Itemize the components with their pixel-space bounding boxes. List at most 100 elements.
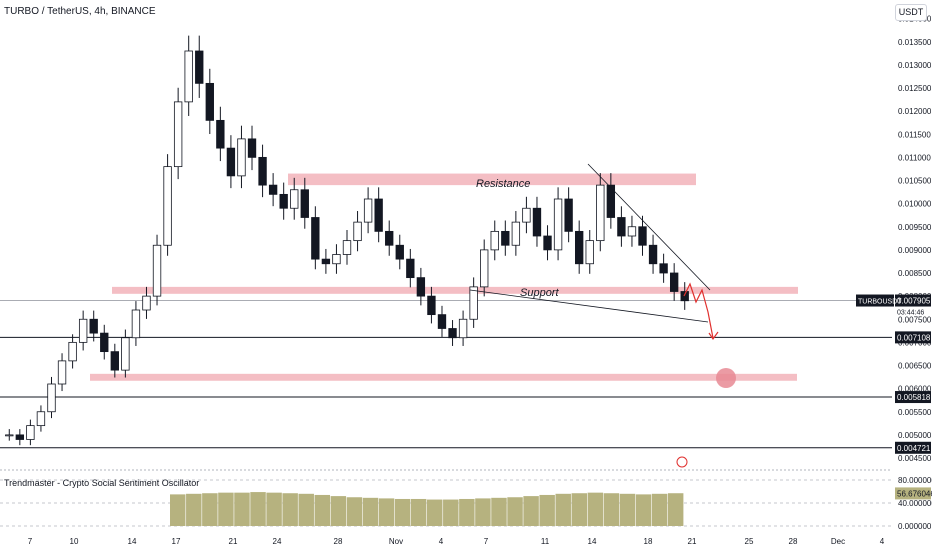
candle bbox=[342, 240, 352, 255]
x-tick-label: 21 bbox=[229, 537, 238, 546]
osc-bar bbox=[282, 493, 298, 526]
resistance-label: Resistance bbox=[476, 178, 531, 190]
candle bbox=[89, 318, 98, 334]
candle bbox=[5, 434, 14, 437]
osc-bar bbox=[667, 493, 684, 526]
osc-bar bbox=[539, 494, 555, 526]
osc-bar bbox=[507, 497, 523, 526]
candle bbox=[543, 235, 552, 251]
candle bbox=[406, 258, 415, 279]
candle bbox=[247, 138, 257, 158]
y-tick-label: 0.013000 bbox=[898, 61, 932, 70]
candle bbox=[669, 272, 679, 292]
candle bbox=[458, 318, 468, 339]
osc-bar bbox=[571, 493, 588, 526]
candle bbox=[501, 230, 510, 246]
candle bbox=[152, 244, 162, 297]
x-tick-label: 11 bbox=[541, 537, 550, 546]
y-tick-label: 0.009000 bbox=[898, 246, 932, 255]
x-tick-label: 28 bbox=[789, 537, 798, 546]
y-tick-label: 0.010500 bbox=[898, 177, 932, 186]
candle bbox=[237, 138, 246, 177]
x-tick-label: Nov bbox=[389, 537, 403, 546]
oscillator-title: Trendmaster - Crypto Social Sentiment Os… bbox=[4, 478, 200, 488]
candle bbox=[78, 318, 88, 343]
candle bbox=[585, 240, 594, 265]
candle bbox=[163, 166, 172, 246]
candle bbox=[110, 351, 119, 371]
y-tick-label: 0.009500 bbox=[898, 223, 932, 232]
osc-bar bbox=[218, 492, 234, 526]
osc-bar bbox=[170, 494, 186, 526]
osc-bar bbox=[459, 498, 475, 526]
candle bbox=[511, 221, 521, 246]
osc-bar bbox=[491, 497, 507, 526]
candle bbox=[416, 277, 426, 297]
candle bbox=[131, 309, 141, 339]
candle bbox=[575, 230, 584, 265]
candle bbox=[522, 207, 531, 223]
osc-tick-label: 0.000000 bbox=[898, 522, 932, 531]
osc-value-tag bbox=[895, 487, 931, 500]
chart-title: TURBO / TetherUS, 4h, BINANCE bbox=[4, 6, 156, 17]
osc-bar bbox=[394, 498, 411, 526]
candle bbox=[195, 50, 204, 84]
osc-bar bbox=[314, 494, 331, 526]
candle bbox=[279, 193, 288, 209]
candle bbox=[606, 184, 616, 218]
osc-bar bbox=[587, 492, 604, 526]
y-tick-label: 0.005000 bbox=[898, 431, 932, 440]
osc-bar bbox=[250, 492, 266, 526]
candle bbox=[57, 360, 67, 385]
y-tick-label: 0.010000 bbox=[898, 200, 932, 209]
osc-bar bbox=[186, 493, 202, 526]
y-tick-label: 0.013500 bbox=[898, 38, 932, 47]
y-tick-label: 0.006500 bbox=[898, 362, 932, 371]
candle bbox=[353, 221, 362, 242]
candle bbox=[448, 328, 457, 339]
y-tick-label: 0.011500 bbox=[898, 130, 931, 139]
candle bbox=[385, 230, 394, 246]
x-tick-label: 7 bbox=[28, 537, 33, 546]
osc-bar bbox=[330, 496, 347, 526]
countdown-text: 03:44:46 bbox=[897, 310, 924, 317]
candle bbox=[100, 332, 109, 353]
candle bbox=[173, 101, 183, 168]
candle bbox=[47, 383, 56, 413]
osc-bar bbox=[378, 498, 395, 526]
projection-arrowhead bbox=[708, 331, 719, 341]
zone-band bbox=[90, 373, 797, 381]
candle bbox=[638, 226, 647, 246]
osc-bar bbox=[443, 499, 459, 526]
candle bbox=[363, 198, 373, 223]
zone-band bbox=[288, 173, 696, 186]
osc-bar bbox=[619, 493, 636, 526]
projection-arrow bbox=[683, 282, 714, 339]
candle bbox=[15, 434, 25, 440]
candle bbox=[596, 184, 605, 242]
osc-bar bbox=[651, 493, 668, 526]
candle bbox=[226, 147, 236, 177]
x-tick-label: 21 bbox=[688, 537, 697, 546]
candle bbox=[205, 82, 214, 121]
candle bbox=[374, 198, 383, 232]
x-tick-label: 7 bbox=[484, 537, 489, 546]
osc-bar bbox=[523, 496, 539, 526]
y-tick-label: 0.004500 bbox=[898, 454, 932, 463]
x-tick-label: 17 bbox=[172, 537, 181, 546]
candle bbox=[627, 226, 637, 237]
osc-bar bbox=[266, 492, 282, 526]
current-price-tag-text: 0.007905 bbox=[897, 297, 931, 306]
current-price-tag bbox=[895, 294, 931, 307]
x-tick-label: 14 bbox=[588, 537, 597, 546]
x-tick-label: 18 bbox=[644, 537, 653, 546]
osc-bar bbox=[362, 497, 379, 526]
currency-selector[interactable]: USDT bbox=[895, 4, 927, 21]
x-tick-label: 10 bbox=[70, 537, 79, 546]
x-tick-label: 25 bbox=[745, 537, 754, 546]
osc-bar bbox=[410, 498, 427, 526]
candle bbox=[617, 217, 626, 237]
candle bbox=[216, 119, 225, 149]
candle bbox=[300, 189, 309, 218]
